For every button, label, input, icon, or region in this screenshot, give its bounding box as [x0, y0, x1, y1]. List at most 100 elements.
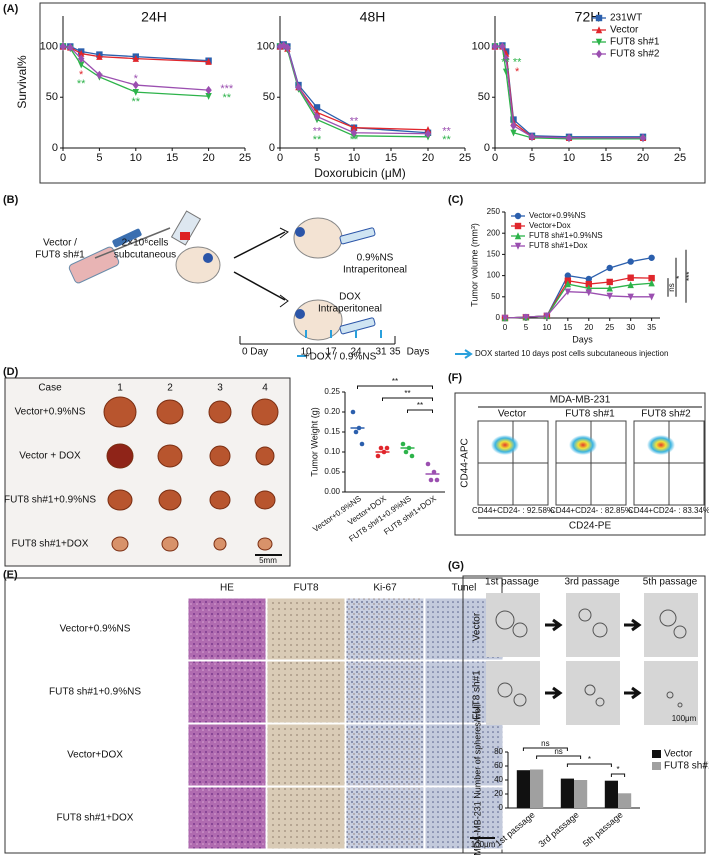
marker — [564, 280, 572, 288]
y-tick-label: 0.25 — [324, 387, 340, 396]
marker — [424, 129, 432, 138]
annotation: ** — [313, 134, 322, 146]
row-label: FUT8 sh#1+0.9%NS — [49, 687, 141, 698]
legend-marker — [514, 242, 522, 250]
marker — [639, 133, 647, 143]
significance: * — [616, 765, 619, 774]
marker — [585, 280, 592, 288]
y-tick-label: 0 — [52, 142, 58, 154]
significance: ** — [404, 389, 410, 398]
bracket — [536, 755, 582, 759]
marker — [96, 52, 103, 60]
x-tick-label: 5th passage — [581, 810, 625, 849]
timeline-label: 0 Day — [242, 347, 268, 358]
x-tick-label: 10 — [130, 152, 142, 164]
significance: ns — [554, 747, 562, 756]
annotation: * — [79, 69, 84, 81]
y-tick-label: 60 — [494, 761, 503, 770]
row-label: Vector — [472, 612, 483, 641]
point — [431, 469, 437, 475]
label: 0.9%NS — [357, 253, 394, 264]
panel-frame — [454, 392, 706, 536]
marker — [132, 54, 139, 62]
label: 4 — [262, 383, 268, 394]
y-tick-label: 0 — [269, 142, 275, 154]
marker — [295, 82, 302, 92]
y-tick-label: 100 — [40, 40, 58, 52]
row-label: FUT8 sh#1+DOX — [12, 539, 89, 550]
chart-title: 24H — [141, 9, 167, 25]
legend-marker — [514, 232, 522, 240]
significance: *** — [685, 272, 694, 281]
annotation: ** — [350, 116, 359, 128]
marker — [284, 43, 291, 52]
gate-label: CD44+CD24- : 92.58% — [472, 506, 554, 515]
legend-label: FUT8 sh#1+0.9%NS — [529, 231, 603, 240]
significance: ** — [417, 401, 423, 410]
bracket — [382, 397, 433, 401]
legend-label: FUT8 sh#2 — [610, 49, 660, 60]
point — [428, 477, 434, 483]
marker — [627, 274, 634, 281]
column-label: HE — [220, 583, 234, 594]
x-tick-label: 0 — [60, 152, 66, 164]
column-label: Ki-67 — [373, 583, 397, 594]
x-tick-label: 20 — [637, 152, 649, 164]
y-tick-label: 50 — [46, 91, 58, 103]
label: subcutaneous — [114, 250, 176, 261]
legend-label: FUT8 sh#1+Dox — [529, 241, 587, 250]
x-tick-label: 5 — [524, 323, 529, 332]
marker — [350, 128, 358, 137]
marker — [502, 54, 510, 63]
annotation: ** — [442, 134, 451, 146]
y-tick-label: 0.00 — [324, 487, 340, 496]
x-tick-label: 25 — [674, 152, 686, 164]
marker — [585, 289, 592, 297]
panel-label: (B) — [3, 194, 19, 206]
column-label: FUT8 sh#1 — [565, 409, 615, 420]
marker — [648, 279, 655, 287]
x-tick-label: 10 — [563, 152, 575, 164]
point — [400, 441, 406, 447]
timeline-label: 24 — [350, 347, 362, 358]
y-tick-label: 20 — [494, 789, 503, 798]
row-label: Vector + DOX — [19, 451, 81, 462]
point — [350, 409, 356, 415]
point — [378, 445, 384, 451]
point — [359, 441, 365, 447]
label: Vector / — [43, 238, 77, 249]
x-tick-label: 3rd passage — [536, 810, 580, 850]
tumors — [103, 396, 279, 552]
label: FUT8 sh#1 — [35, 250, 85, 261]
marker — [132, 80, 139, 90]
annotation: ** — [513, 57, 522, 69]
column-label: Tunel — [452, 583, 477, 594]
legend-label: Vector+0.9%NS — [529, 211, 586, 220]
marker — [510, 129, 517, 137]
annotation: *** — [220, 83, 234, 95]
x-tick-label: 20 — [422, 152, 434, 164]
annotation: * — [134, 73, 139, 85]
marker — [96, 70, 103, 80]
marker — [424, 126, 432, 133]
annotation: ** — [501, 57, 510, 69]
marker — [627, 293, 634, 301]
y-tick-label: 0 — [496, 313, 501, 322]
annotation: ** — [350, 134, 359, 146]
marker — [205, 93, 212, 100]
y-tick-label: 100 — [487, 271, 501, 280]
legend-label: 231WT — [610, 13, 642, 24]
row-label: FUT8 sh#1+0.9%NS — [4, 495, 96, 506]
x-tick-label: 20 — [202, 152, 214, 164]
panel-label: (G) — [448, 560, 464, 572]
timeline-label: +DOX / 0.9%NS — [304, 352, 377, 363]
schematic — [68, 210, 396, 357]
y-tick-label: 0.20 — [324, 407, 340, 416]
marker — [510, 121, 517, 130]
bracket — [566, 763, 612, 767]
legend-swatch — [652, 762, 661, 770]
bar — [530, 769, 544, 808]
point — [425, 461, 431, 467]
column-label: 1st passage — [485, 577, 539, 588]
